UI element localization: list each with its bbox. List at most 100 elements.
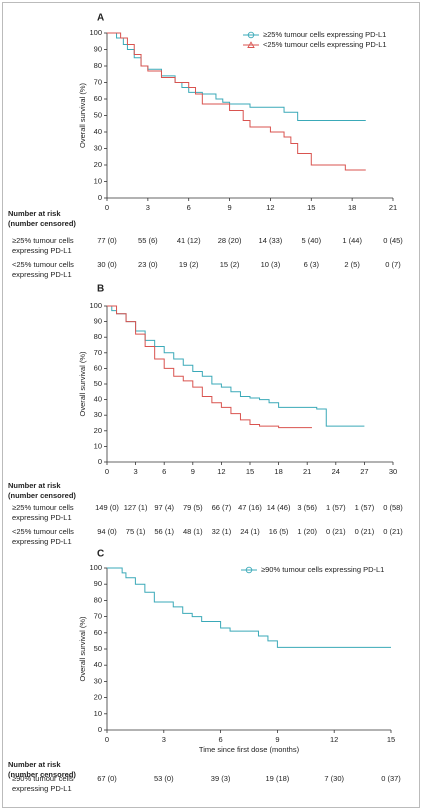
legend-label: <25% tumour cells expressing PD-L1	[263, 40, 387, 49]
risk-value: 2 (5)	[344, 260, 360, 269]
y-axis-label: Overall survival (%)	[78, 616, 87, 682]
x-axis-label: Time since first dose (months)	[199, 745, 300, 754]
risk-value: 94 (0)	[97, 527, 117, 536]
risk-value: 0 (21)	[355, 527, 375, 536]
risk-row-label: <25% tumour cells	[12, 527, 74, 536]
risk-value: 1 (57)	[326, 503, 346, 512]
y-tick-label: 80	[94, 595, 102, 604]
y-tick-label: 60	[94, 94, 102, 103]
x-tick-label: 0	[105, 203, 109, 212]
risk-value: 39 (3)	[211, 774, 231, 783]
y-tick-label: 20	[94, 426, 102, 435]
x-tick-label: 9	[227, 203, 231, 212]
x-tick-label: 3	[162, 735, 166, 744]
risk-value: 127 (1)	[124, 503, 148, 512]
x-tick-label: 18	[348, 203, 356, 212]
risk-value: 0 (58)	[383, 503, 403, 512]
survival-curve	[107, 32, 366, 171]
risk-value: 19 (2)	[179, 260, 199, 269]
risk-value: 55 (6)	[138, 236, 158, 245]
y-tick-label: 100	[89, 301, 102, 310]
legend-marker	[247, 41, 255, 48]
x-tick-label: 6	[187, 203, 191, 212]
risk-value: 23 (0)	[138, 260, 158, 269]
y-tick-label: 50	[94, 644, 102, 653]
y-tick-label: 60	[94, 628, 102, 637]
risk-value: 56 (1)	[154, 527, 174, 536]
legend-marker	[245, 566, 253, 574]
x-tick-label: 9	[275, 735, 279, 744]
risk-value: 28 (20)	[218, 236, 242, 245]
risk-value: 0 (45)	[383, 236, 403, 245]
x-tick-label: 12	[266, 203, 274, 212]
risk-row-label: expressing PD-L1	[12, 784, 72, 793]
y-tick-label: 90	[94, 317, 102, 326]
y-tick-label: 20	[94, 693, 102, 702]
risk-value: 41 (12)	[177, 236, 201, 245]
risk-value: 79 (5)	[183, 503, 203, 512]
panel-letter: C	[97, 549, 104, 560]
risk-value: 53 (0)	[154, 774, 174, 783]
risk-value: 16 (5)	[269, 527, 289, 536]
risk-value: 15 (2)	[220, 260, 240, 269]
x-tick-label: 6	[219, 735, 223, 744]
x-tick-label: 15	[307, 203, 315, 212]
y-tick-label: 10	[94, 441, 102, 450]
y-tick-label: 0	[98, 193, 102, 202]
x-tick-label: 3	[134, 467, 138, 476]
survival-curve	[107, 305, 312, 429]
y-tick-label: 90	[94, 44, 102, 53]
x-tick-label: 15	[246, 467, 254, 476]
y-tick-label: 50	[94, 379, 102, 388]
y-tick-label: 70	[94, 348, 102, 357]
x-tick-label: 9	[191, 467, 195, 476]
risk-value: 10 (3)	[261, 260, 281, 269]
y-tick-label: 20	[94, 160, 102, 169]
risk-value: 1 (57)	[355, 503, 375, 512]
risk-value: 19 (18)	[266, 774, 290, 783]
risk-value: 30 (0)	[97, 260, 117, 269]
risk-value: 14 (46)	[267, 503, 291, 512]
risk-table-title: (number censored)	[8, 770, 76, 779]
y-tick-label: 0	[98, 725, 102, 734]
y-tick-label: 60	[94, 363, 102, 372]
legend-label: ≥25% tumour cells expressing PD-L1	[263, 30, 386, 39]
risk-value: 24 (1)	[240, 527, 260, 536]
risk-value: 14 (33)	[259, 236, 283, 245]
panel-letter: B	[97, 284, 104, 295]
y-tick-label: 30	[94, 676, 102, 685]
y-tick-label: 40	[94, 395, 102, 404]
y-axis-label: Overall survival (%)	[78, 351, 87, 417]
x-tick-label: 21	[389, 203, 397, 212]
risk-value: 48 (1)	[183, 527, 203, 536]
risk-row-label: expressing PD-L1	[12, 270, 72, 279]
risk-value: 75 (1)	[126, 527, 146, 536]
risk-value: 77 (0)	[97, 236, 117, 245]
y-tick-label: 80	[94, 61, 102, 70]
risk-row-label: expressing PD-L1	[12, 246, 72, 255]
y-tick-label: 100	[89, 28, 102, 37]
x-tick-label: 15	[387, 735, 395, 744]
x-tick-label: 24	[332, 467, 340, 476]
y-tick-label: 70	[94, 77, 102, 86]
risk-value: 0 (37)	[381, 774, 401, 783]
risk-row-label: ≥90% tumour cells	[12, 774, 74, 783]
risk-table-title: (number censored)	[8, 219, 76, 228]
risk-row-label: ≥25% tumour cells	[12, 236, 74, 245]
x-tick-label: 0	[105, 467, 109, 476]
y-tick-label: 40	[94, 127, 102, 136]
risk-row-label: ≥25% tumour cells	[12, 503, 74, 512]
risk-table-title: Number at risk	[8, 760, 61, 769]
risk-value: 47 (16)	[238, 503, 262, 512]
risk-value: 1 (44)	[342, 236, 362, 245]
risk-value: 3 (56)	[297, 503, 317, 512]
x-tick-label: 30	[389, 467, 397, 476]
panel-letter: A	[97, 13, 104, 24]
x-tick-label: 3	[146, 203, 150, 212]
x-tick-label: 12	[217, 467, 225, 476]
risk-row-label: <25% tumour cells	[12, 260, 74, 269]
y-tick-label: 90	[94, 579, 102, 588]
risk-value: 32 (1)	[212, 527, 232, 536]
risk-row-label: expressing PD-L1	[12, 513, 72, 522]
